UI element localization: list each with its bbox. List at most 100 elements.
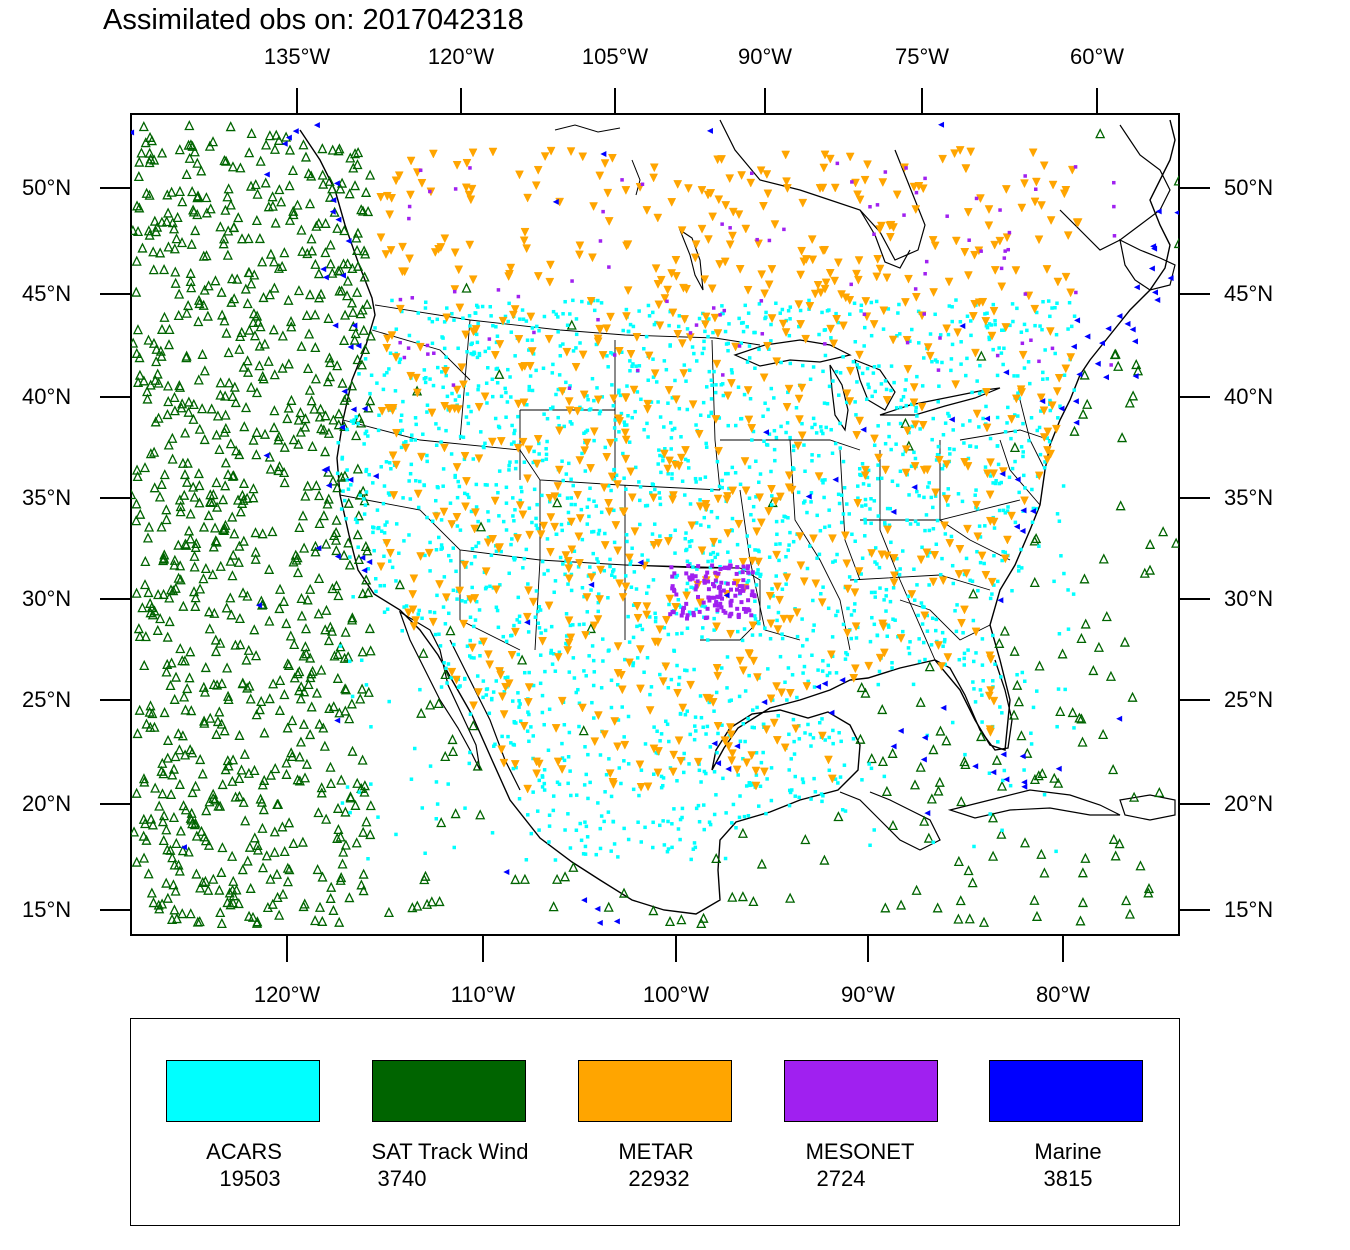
metar-ob bbox=[985, 490, 995, 500]
bottom-lon-label: 100°W bbox=[642, 982, 710, 1007]
sat-track-wind-ob bbox=[295, 693, 306, 704]
acars-ob bbox=[813, 790, 818, 794]
top-lon-label: 90°W bbox=[737, 44, 793, 69]
acars-ob bbox=[826, 663, 831, 668]
sat-track-wind-ob bbox=[987, 812, 999, 823]
metar-ob bbox=[795, 415, 804, 425]
acars-ob bbox=[517, 620, 522, 624]
acars-ob bbox=[786, 516, 790, 520]
sat-track-wind-ob bbox=[1077, 736, 1088, 747]
sat-track-wind-ob bbox=[163, 339, 175, 350]
acars-ob bbox=[407, 479, 411, 483]
sat-track-wind-ob bbox=[150, 374, 161, 385]
acars-ob bbox=[449, 452, 454, 456]
metar-ob bbox=[914, 182, 924, 191]
acars-ob bbox=[669, 436, 674, 440]
sat-track-wind-ob bbox=[332, 648, 343, 659]
metar-ob bbox=[1016, 385, 1026, 395]
mesonet-ob bbox=[712, 584, 717, 589]
sat-track-wind-ob bbox=[147, 819, 159, 830]
acars-ob bbox=[689, 585, 693, 590]
mesonet-ob bbox=[720, 596, 725, 601]
acars-ob bbox=[772, 396, 776, 400]
metar-ob bbox=[450, 285, 460, 295]
sat-track-wind-ob bbox=[362, 298, 373, 309]
acars-ob bbox=[752, 614, 757, 618]
mesonet-ob bbox=[670, 586, 675, 591]
sat-track-wind-ob bbox=[450, 808, 461, 819]
sat-track-wind-ob bbox=[915, 696, 926, 707]
acars-ob bbox=[489, 314, 493, 318]
acars-ob bbox=[871, 371, 876, 375]
acars-ob bbox=[688, 544, 692, 549]
acars-ob bbox=[516, 652, 521, 657]
metar-ob bbox=[770, 220, 780, 230]
metar-ob bbox=[524, 586, 533, 596]
acars-ob bbox=[726, 348, 730, 353]
acars-ob bbox=[877, 669, 882, 674]
acars-ob bbox=[823, 525, 827, 530]
sat-track-wind-ob bbox=[228, 470, 239, 481]
acars-ob bbox=[1057, 632, 1062, 636]
acars-ob bbox=[653, 611, 657, 616]
sat-track-wind-ob bbox=[315, 288, 327, 299]
acars-ob bbox=[775, 532, 779, 537]
acars-ob bbox=[624, 423, 629, 427]
acars-ob bbox=[585, 835, 590, 839]
acars-ob bbox=[511, 514, 515, 518]
sat-track-wind-ob bbox=[317, 143, 328, 154]
sat-track-wind-ob bbox=[468, 720, 479, 731]
sat-track-wind-ob bbox=[181, 476, 193, 487]
mesonet-ob bbox=[718, 601, 723, 606]
sat-track-wind-ob bbox=[240, 815, 251, 826]
sat-track-wind-ob bbox=[225, 899, 236, 910]
acars-ob bbox=[809, 744, 813, 748]
acars-ob bbox=[875, 633, 880, 637]
acars-ob bbox=[583, 852, 588, 856]
acars-ob bbox=[475, 355, 480, 360]
acars-ob bbox=[500, 734, 504, 739]
acars-ob bbox=[744, 784, 749, 788]
metar-ob bbox=[499, 710, 509, 720]
metar-ob bbox=[676, 756, 686, 766]
acars-ob bbox=[821, 369, 825, 374]
metar-ob bbox=[876, 221, 886, 231]
marine-ob bbox=[1133, 284, 1140, 291]
sat-track-wind-ob bbox=[203, 884, 214, 895]
acars-ob bbox=[908, 339, 912, 343]
metar-ob bbox=[796, 561, 806, 571]
sat-track-wind-ob bbox=[866, 753, 877, 764]
sat-track-wind-ob bbox=[336, 872, 347, 883]
acars-ob bbox=[1001, 778, 1005, 783]
marine-ob bbox=[361, 405, 368, 412]
metar-ob bbox=[524, 683, 534, 693]
acars-ob bbox=[786, 390, 790, 395]
sat-track-wind-ob bbox=[145, 379, 156, 390]
acars-ob bbox=[587, 497, 591, 502]
mesonet-ob bbox=[672, 571, 677, 576]
metar-ob bbox=[764, 507, 774, 516]
sat-track-wind-ob bbox=[258, 291, 269, 303]
acars-ob bbox=[962, 663, 966, 667]
sat-track-wind-ob bbox=[328, 701, 339, 712]
acars-ob bbox=[924, 513, 929, 517]
sat-track-wind-ob bbox=[158, 552, 169, 563]
sat-track-wind-ob bbox=[215, 389, 226, 400]
acars-ob bbox=[628, 359, 632, 363]
metar-ob bbox=[664, 386, 674, 395]
sat-track-wind-ob bbox=[1080, 852, 1091, 863]
sat-track-wind-ob bbox=[1037, 767, 1048, 779]
metar-ob bbox=[712, 664, 722, 673]
sat-track-wind-ob bbox=[988, 850, 999, 861]
sat-track-wind-ob bbox=[337, 377, 348, 388]
sat-track-wind-ob bbox=[257, 822, 268, 833]
sat-track-wind-ob bbox=[323, 634, 334, 646]
sat-track-wind-ob bbox=[199, 434, 210, 445]
metar-ob bbox=[515, 170, 524, 180]
left-lat-label: 20°N bbox=[22, 791, 72, 816]
acars-ob bbox=[639, 840, 644, 844]
acars-ob bbox=[642, 427, 646, 432]
acars-ob bbox=[538, 681, 543, 686]
marine-ob bbox=[292, 128, 299, 135]
sat-track-wind-ob bbox=[233, 897, 244, 909]
